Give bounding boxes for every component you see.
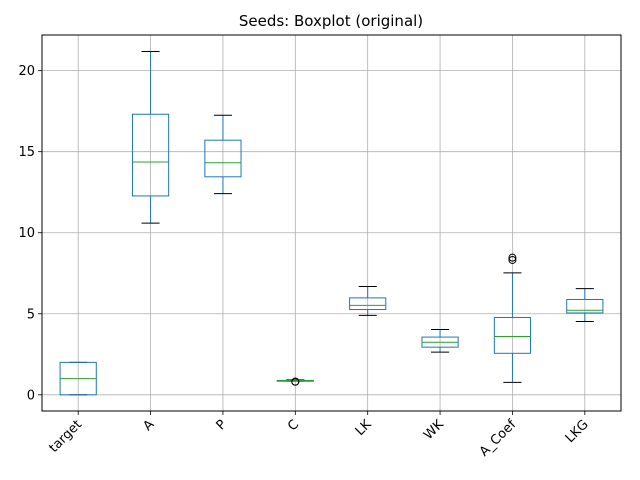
box-wk (421, 328, 459, 353)
y-tick-label: 5 (27, 307, 35, 322)
y-tick-label: 10 (18, 226, 35, 241)
iqr-box (204, 139, 242, 178)
box-target (59, 361, 97, 396)
y-tick-label: 20 (18, 64, 35, 79)
iqr-box (131, 113, 170, 197)
iqr-box (349, 297, 387, 311)
box-a (131, 51, 170, 224)
outlier-point (508, 253, 517, 262)
grid-layer (42, 35, 621, 411)
iqr-box (493, 316, 532, 354)
outlier-point (508, 255, 517, 264)
box-layer (59, 51, 604, 396)
box-c (276, 377, 314, 386)
y-tick-label: 0 (27, 388, 35, 403)
plot-frame (41, 34, 622, 412)
chart-title: Seeds: Boxplot (original) (239, 12, 423, 30)
box-lkg (566, 288, 604, 323)
outlier-point (291, 377, 300, 386)
box-p (204, 114, 242, 195)
iqr-box (566, 298, 604, 314)
box-lk (349, 286, 387, 316)
box-a-coef (493, 253, 532, 383)
y-tick-label: 15 (18, 145, 35, 160)
